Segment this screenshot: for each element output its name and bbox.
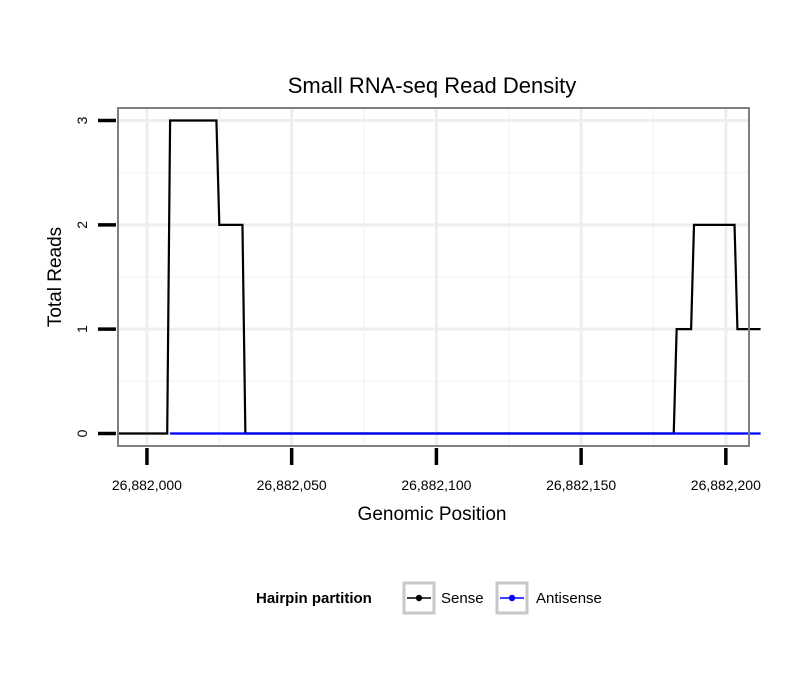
legend-label-antisense: Antisense	[536, 590, 602, 607]
x-tick-label: 26,882,000	[112, 477, 182, 493]
chart-title: Small RNA-seq Read Density	[288, 73, 577, 98]
x-axis-title: Genomic Position	[358, 504, 507, 525]
legend-point-sense	[415, 594, 423, 602]
plot-border	[117, 107, 750, 447]
legend-item-antisense[interactable]: Antisense	[495, 581, 602, 615]
x-tick-label: 26,882,050	[257, 477, 327, 493]
legend-point-antisense	[508, 594, 516, 602]
x-tick-label: 26,882,100	[401, 477, 471, 493]
legend-item-sense[interactable]: Sense	[402, 581, 484, 615]
x-axis: 26,882,000 26,882,050 26,882,100 26,882,150…	[112, 448, 761, 493]
x-tick-label: 26,882,150	[546, 477, 616, 493]
x-tick-label: 26,882,200	[691, 477, 761, 493]
series-layer	[118, 119, 761, 435]
y-axis-title: Total Reads	[45, 227, 66, 327]
legend-label-sense: Sense	[441, 590, 484, 607]
y-tick-label: 3	[74, 116, 90, 124]
legend: Hairpin partition Sense Antisense	[256, 581, 602, 615]
y-tick-label: 0	[74, 429, 90, 437]
y-tick-label: 2	[74, 221, 90, 229]
y-tick-label: 1	[74, 325, 90, 333]
y-axis: 0 1 2 3	[74, 116, 116, 437]
legend-title: Hairpin partition	[256, 590, 372, 607]
grid	[118, 108, 749, 446]
